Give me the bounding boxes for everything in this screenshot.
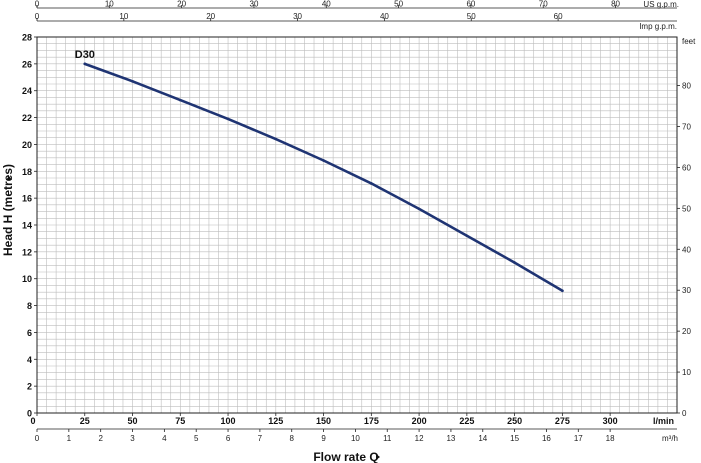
us-gpm-tick-label: 10 xyxy=(105,0,114,9)
imp-gpm-tick-label: 30 xyxy=(293,12,302,21)
us-gpm-tick-label: 70 xyxy=(539,0,548,9)
data-point xyxy=(83,62,87,66)
y-tick-label: 8 xyxy=(27,301,32,311)
feet-tick-label: 20 xyxy=(682,327,691,336)
x-tick-label: 250 xyxy=(507,416,522,426)
imp-gpm-tick-label: 60 xyxy=(554,12,563,21)
y-tick-label: 18 xyxy=(22,167,32,177)
grid xyxy=(37,37,677,413)
data-point xyxy=(465,234,469,238)
feet-tick-label: 10 xyxy=(682,368,691,377)
m3h-tick-label: 18 xyxy=(606,434,615,443)
x-axis-label: Flow rate Q xyxy=(313,450,378,463)
data-point xyxy=(178,98,182,102)
data-point xyxy=(513,261,516,264)
x-tick-label: 0 xyxy=(30,416,35,426)
data-point xyxy=(370,182,373,185)
y-tick-label: 12 xyxy=(22,247,32,257)
x-tick-label: 200 xyxy=(412,416,427,426)
x-tick-label: 50 xyxy=(128,416,138,426)
data-point xyxy=(417,207,421,211)
data-point xyxy=(561,289,564,293)
x-unit-label: l/min xyxy=(653,416,674,426)
m3h-tick-label: 6 xyxy=(226,434,231,443)
m3h-tick-label: 15 xyxy=(510,434,519,443)
data-point xyxy=(131,80,134,83)
us-gpm-tick-label: 40 xyxy=(322,0,331,9)
y-tick-label: 2 xyxy=(27,382,32,392)
m3h-tick-label: 4 xyxy=(162,434,167,443)
us-gpm-tick-label: 80 xyxy=(611,0,620,9)
x-tick-label: 300 xyxy=(603,416,618,426)
x-tick-label: 175 xyxy=(364,416,379,426)
y-axis-label: Head H (metres) xyxy=(1,164,15,256)
feet-tick-label: 0 xyxy=(682,409,687,418)
m3h-tick-label: 7 xyxy=(258,434,263,443)
y-tick-label: 22 xyxy=(22,113,32,123)
feet-tick-label: 60 xyxy=(682,163,691,172)
m3h-tick-label: 14 xyxy=(478,434,487,443)
data-point xyxy=(274,137,278,141)
x-tick-label: 275 xyxy=(555,416,570,426)
m3h-tick-label: 9 xyxy=(321,434,326,443)
m3h-tick-label: 1 xyxy=(67,434,72,443)
us-gpm-tick-label: 30 xyxy=(250,0,259,9)
m3h-tick-label: 17 xyxy=(574,434,583,443)
y-tick-label: 10 xyxy=(22,274,32,284)
y-axis-arrow-icon xyxy=(6,176,12,180)
feet-tick-label: 70 xyxy=(682,122,691,131)
imp-gpm-tick-label: 20 xyxy=(206,12,215,21)
y-tick-label: 20 xyxy=(22,140,32,150)
axes xyxy=(34,5,680,432)
x-tick-label: 100 xyxy=(221,416,236,426)
y-tick-label: 4 xyxy=(27,355,32,365)
y-tick-label: 6 xyxy=(27,328,32,338)
m3h-tick-label: 11 xyxy=(383,434,392,443)
m3h-tick-label: 5 xyxy=(194,434,199,443)
m3h-tick-label: 3 xyxy=(130,434,135,443)
y-tick-label: 26 xyxy=(22,59,32,69)
data-point xyxy=(322,159,325,162)
feet-tick-label: 80 xyxy=(682,82,691,91)
imp-gpm-tick-label: 0 xyxy=(35,12,40,21)
imp-gpm-tick-label: 40 xyxy=(380,12,389,21)
m3h-tick-label: 8 xyxy=(289,434,294,443)
series-label: D30 xyxy=(75,49,95,61)
x-tick-label: 125 xyxy=(268,416,283,426)
m3h-tick-label: 13 xyxy=(446,434,455,443)
m3h-tick-label: 10 xyxy=(351,434,360,443)
x-tick-label: 75 xyxy=(175,416,185,426)
imp-gpm-unit-label: Imp g.p.m. xyxy=(639,22,677,31)
m3h-unit-label: m³/h xyxy=(662,434,678,443)
us-gpm-tick-label: 60 xyxy=(466,0,475,9)
y-tick-label: 28 xyxy=(22,33,32,43)
x-axis-arrow-icon xyxy=(376,454,380,460)
data-point xyxy=(226,117,230,121)
us-gpm-tick-label: 20 xyxy=(177,0,186,9)
feet-tick-label: 30 xyxy=(682,286,691,295)
y-tick-label: 16 xyxy=(22,194,32,204)
imp-gpm-tick-label: 10 xyxy=(119,12,128,21)
y-tick-label: 0 xyxy=(27,409,32,419)
m3h-tick-label: 0 xyxy=(35,434,40,443)
m3h-tick-label: 2 xyxy=(98,434,103,443)
feet-tick-label: 40 xyxy=(682,245,691,254)
y-tick-label: 14 xyxy=(22,221,32,231)
m3h-tick-label: 12 xyxy=(415,434,424,443)
feet-unit-label: feet xyxy=(682,37,696,46)
y-tick-label: 24 xyxy=(22,86,32,96)
us-gpm-tick-label: 0 xyxy=(35,0,40,9)
us-gpm-tick-label: 50 xyxy=(394,0,403,9)
x-tick-label: 25 xyxy=(80,416,90,426)
imp-gpm-tick-label: 50 xyxy=(467,12,476,21)
feet-tick-label: 50 xyxy=(682,204,691,213)
x-tick-label: 225 xyxy=(459,416,474,426)
us-gpm-unit-label: US g.p.m. xyxy=(643,0,679,9)
x-tick-label: 150 xyxy=(316,416,331,426)
m3h-tick-label: 16 xyxy=(542,434,551,443)
series-layer: D30 xyxy=(75,49,564,293)
